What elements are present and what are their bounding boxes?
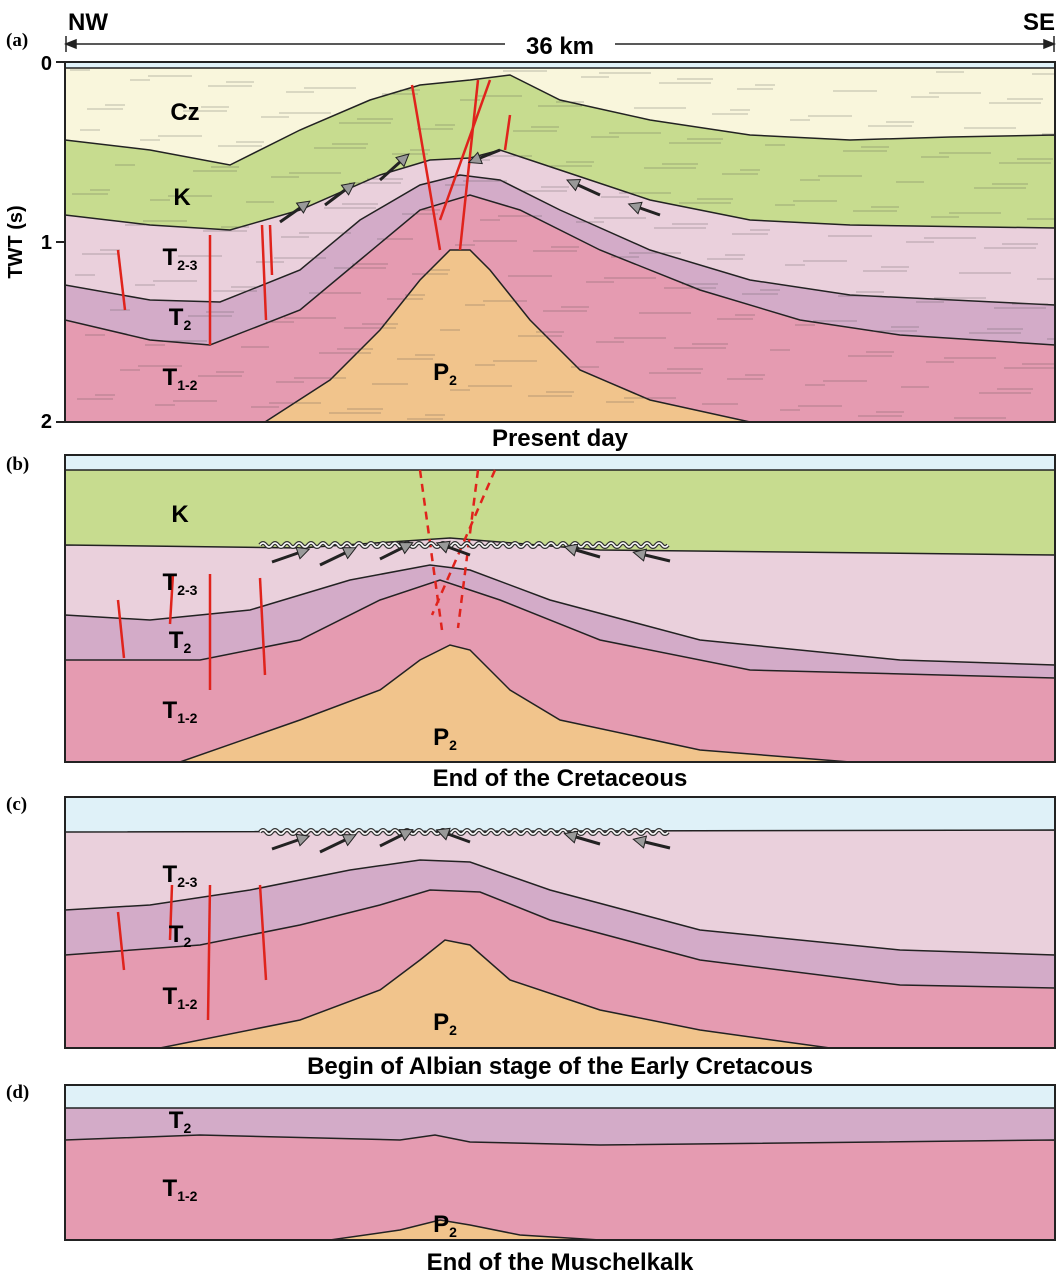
label-base: T bbox=[163, 569, 178, 596]
layers bbox=[65, 68, 1062, 422]
label-base: T bbox=[163, 1175, 178, 1202]
direction-right: SE bbox=[1023, 9, 1055, 36]
axis-title: TWT (s) bbox=[5, 205, 27, 278]
label-base: T bbox=[169, 1107, 184, 1134]
label-base: T bbox=[163, 983, 178, 1010]
layer-t12 bbox=[65, 1135, 1055, 1240]
label-base: T bbox=[169, 921, 184, 948]
panel-tag: (a) bbox=[6, 30, 28, 51]
axis-tick-label: 0 bbox=[41, 53, 52, 75]
label-subscript: 1-2 bbox=[177, 710, 197, 726]
label-base: T bbox=[163, 244, 178, 271]
panel: T2-3T2T1-2P2Begin of Albian stage of the… bbox=[65, 797, 1055, 1080]
label-base: T bbox=[163, 861, 178, 888]
layers bbox=[65, 470, 1055, 762]
label-subscript: 2 bbox=[183, 640, 191, 656]
label-base: T bbox=[163, 697, 178, 724]
axis-ticks bbox=[56, 62, 65, 422]
figure: (a) NW SE 36 km TWT (s) 0 1 2 (b) (c) (d… bbox=[0, 0, 1062, 1282]
panel-tag: (d) bbox=[6, 1082, 29, 1103]
layer-label: K bbox=[171, 501, 189, 528]
label-base: K bbox=[171, 501, 189, 528]
axis-tick-label: 1 bbox=[41, 232, 52, 254]
label-subscript: 2 bbox=[183, 1120, 191, 1136]
distance-label: 36 km bbox=[526, 33, 594, 60]
label-base: Cz bbox=[170, 99, 199, 126]
caption: End of the Muschelkalk bbox=[427, 1249, 694, 1276]
label-subscript: 2 bbox=[183, 934, 191, 950]
label-subscript: 1-2 bbox=[177, 1188, 197, 1204]
layer-label: K bbox=[173, 184, 191, 211]
panel: KT2-3T2T1-2P2End of the Cretaceous bbox=[65, 455, 1055, 792]
caption: Begin of Albian stage of the Early Creta… bbox=[307, 1053, 813, 1080]
caption: End of the Cretaceous bbox=[433, 765, 688, 792]
label-subscript: 1-2 bbox=[177, 996, 197, 1012]
direction-left: NW bbox=[68, 9, 108, 36]
layer-label: Cz bbox=[170, 99, 199, 126]
label-subscript: 2 bbox=[449, 1022, 457, 1038]
label-base: P bbox=[433, 724, 449, 751]
layers bbox=[65, 828, 1055, 1048]
label-base: P bbox=[433, 1211, 449, 1238]
label-subscript: 2 bbox=[183, 317, 191, 333]
layers bbox=[65, 1108, 1055, 1240]
label-subscript: 2 bbox=[449, 372, 457, 388]
label-base: T bbox=[169, 304, 184, 331]
label-subscript: 2-3 bbox=[177, 874, 197, 890]
panel-tag: (b) bbox=[6, 454, 29, 475]
label-base: P bbox=[433, 359, 449, 386]
label-base: K bbox=[173, 184, 191, 211]
label-subscript: 2-3 bbox=[177, 582, 197, 598]
axis-tick-label: 2 bbox=[41, 411, 52, 433]
caption: Present day bbox=[492, 425, 629, 452]
label-base: P bbox=[433, 1009, 449, 1036]
label-subscript: 2 bbox=[449, 737, 457, 753]
label-subscript: 1-2 bbox=[177, 377, 197, 393]
label-subscript: 2 bbox=[449, 1224, 457, 1240]
label-base: T bbox=[169, 627, 184, 654]
label-base: T bbox=[163, 364, 178, 391]
label-subscript: 2-3 bbox=[177, 257, 197, 273]
panel-tag: (c) bbox=[6, 794, 27, 815]
